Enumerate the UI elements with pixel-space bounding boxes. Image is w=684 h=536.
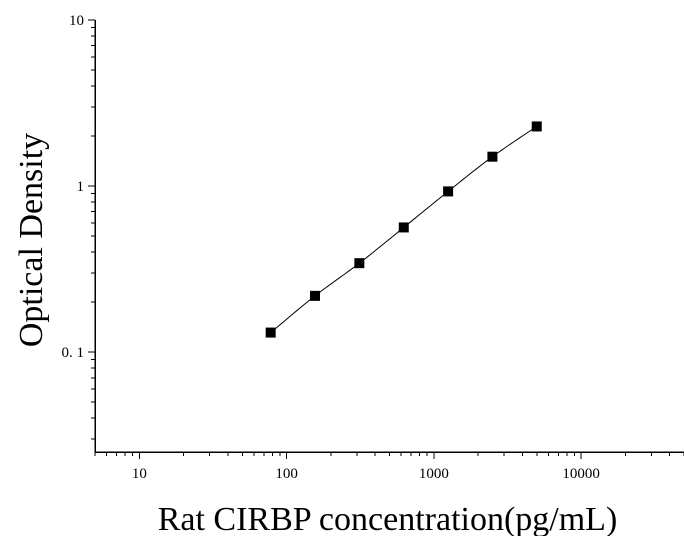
data-point <box>310 290 321 301</box>
data-point <box>487 151 498 162</box>
axes <box>88 19 684 459</box>
data-point <box>354 258 365 269</box>
x-tick-label: 10 <box>132 466 147 482</box>
y-tick-label: 10 <box>69 13 84 29</box>
data-point <box>531 121 542 132</box>
x-tick-label: 10000 <box>562 466 600 482</box>
data-point <box>265 327 276 338</box>
data-point <box>443 186 454 197</box>
axis-labels: 10 100 1000 10000 0. 1 1 10 Rat CIRBP concentra… <box>13 13 617 536</box>
x-tick-label: 100 <box>275 466 298 482</box>
x-axis-title: Rat CIRBP concentration(pg/mL) <box>158 501 618 536</box>
x-tick-label: 1000 <box>419 466 449 482</box>
data-points <box>265 121 542 338</box>
data-point <box>398 222 409 233</box>
y-axis-title: Optical Density <box>13 133 50 347</box>
y-tick-label: 1 <box>77 179 85 195</box>
y-tick-label: 0. 1 <box>62 345 85 361</box>
